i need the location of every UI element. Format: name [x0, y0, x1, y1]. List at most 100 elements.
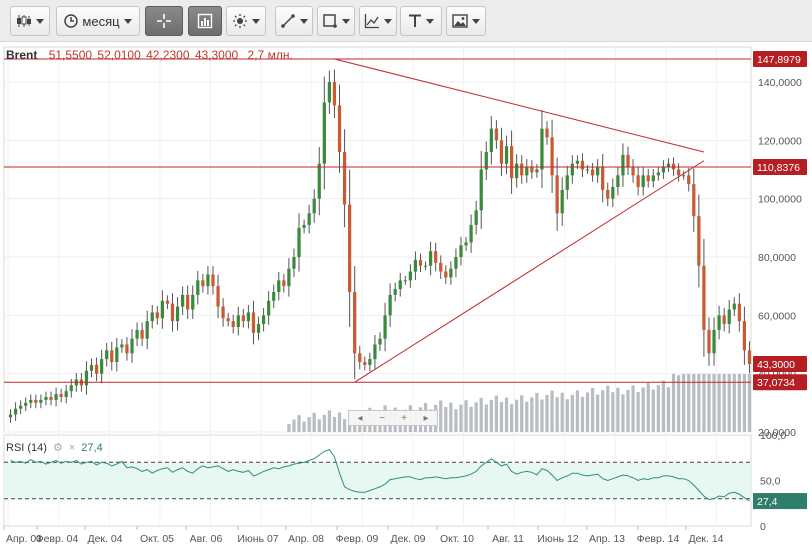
scroll-left-icon[interactable]: ◂	[357, 412, 363, 424]
volume-bar	[747, 374, 752, 432]
indicator-button[interactable]	[359, 6, 397, 36]
rsi-band	[4, 461, 751, 500]
candle-body	[226, 318, 230, 322]
volume-bar	[555, 397, 559, 432]
volume-bar	[550, 390, 554, 432]
candle-body	[337, 105, 342, 152]
candle-body	[236, 315, 240, 327]
candle-body	[196, 280, 200, 295]
candle-body	[469, 224, 473, 243]
candle-body	[737, 303, 741, 322]
period-select[interactable]: месяц	[56, 6, 140, 36]
candle-body	[606, 189, 610, 199]
candle-body	[398, 280, 402, 290]
candle-body	[211, 274, 215, 287]
candle-body	[145, 321, 149, 339]
candle-body	[388, 294, 392, 316]
volume-bar	[302, 421, 306, 432]
trend-lines[interactable]	[334, 58, 705, 383]
candle-body	[206, 274, 210, 287]
close-icon[interactable]: ×	[68, 441, 76, 454]
candle-body	[216, 286, 220, 307]
candle-body	[687, 175, 691, 185]
candle-body	[651, 175, 655, 182]
chevron-down-icon	[426, 18, 434, 24]
candle-body	[621, 154, 625, 176]
line-tool-button[interactable]	[275, 6, 313, 36]
price-tag	[753, 50, 807, 67]
candle-body	[616, 175, 620, 187]
volume-bar	[540, 399, 544, 432]
clock-icon	[64, 14, 79, 28]
volume-bar	[641, 387, 645, 432]
text-tool-button[interactable]	[400, 6, 442, 36]
candle-body	[499, 140, 504, 164]
candle-body	[661, 166, 666, 173]
zoom-in-icon[interactable]: +	[401, 412, 407, 424]
indicator-icon	[364, 14, 379, 29]
gear-icon[interactable]: ⚙	[52, 442, 63, 454]
candle-body	[525, 166, 529, 176]
volume-bar	[525, 401, 529, 432]
chart-view-button[interactable]	[188, 6, 222, 36]
horizontal-lines[interactable]	[4, 58, 751, 383]
price-pane	[3, 46, 752, 433]
volume-bar	[504, 397, 509, 432]
candle-body	[69, 385, 73, 392]
candle-body	[241, 315, 245, 322]
volume-bar	[317, 419, 321, 432]
candle-body	[515, 163, 519, 179]
zoom-out-icon[interactable]: −	[379, 412, 385, 424]
rsi-tick-label: 100,0	[760, 430, 786, 442]
candle-body	[170, 303, 175, 322]
candles-icon	[17, 15, 31, 27]
scroll-right-icon[interactable]: ▸	[423, 412, 429, 424]
volume-bar	[697, 374, 701, 432]
rsi-axis: 100,0 50,0 0	[760, 430, 786, 533]
candle-body	[332, 82, 337, 106]
volume-bar	[565, 399, 569, 432]
chart-type-button[interactable]	[10, 6, 50, 36]
crosshair-icon	[157, 14, 171, 28]
volume-bar	[692, 374, 696, 432]
crosshair-button[interactable]	[145, 6, 183, 36]
candle-body	[418, 259, 423, 266]
x-tick-label: Окт. 05	[140, 533, 174, 545]
theme-button[interactable]	[226, 6, 266, 36]
chevron-down-icon	[472, 18, 480, 24]
chart-navigator[interactable]: ◂ − + ▸	[348, 410, 438, 426]
rsi-tag	[753, 493, 807, 510]
price-chart[interactable]: 140,0000120,0000100,000080,000060,000040…	[0, 42, 812, 548]
candle-body	[34, 399, 38, 403]
volume-bar	[616, 387, 620, 432]
candle-body	[130, 338, 134, 354]
candle-body	[484, 152, 488, 170]
candle-body	[434, 251, 438, 263]
volume-bar	[484, 404, 488, 432]
candle-body	[322, 102, 326, 164]
price-tick-label: 80,0000	[758, 252, 796, 264]
volume-bar	[459, 404, 463, 432]
candle-body	[231, 321, 235, 327]
volume-bar	[636, 391, 640, 432]
toolbar: месяц	[0, 0, 812, 42]
candle-body	[646, 175, 650, 182]
volume-bar	[494, 395, 499, 432]
candle-body	[474, 210, 478, 225]
shape-tool-button[interactable]	[317, 6, 355, 36]
price-tag-label: 43,3000	[757, 359, 795, 371]
volume-bar	[631, 385, 635, 432]
price-tags: 147,8979 110,8376 43,3000 37,0734 27,4	[753, 50, 807, 510]
rsi-line	[10, 449, 750, 502]
candle-body	[175, 306, 180, 322]
candle-body	[449, 268, 453, 278]
candle-body	[702, 265, 706, 330]
image-button[interactable]	[446, 6, 486, 36]
volume-bar	[585, 392, 590, 432]
candle-body	[186, 294, 190, 310]
candle-body	[676, 169, 681, 176]
candle-body	[317, 163, 321, 199]
x-tick-label: Авг. 11	[492, 533, 524, 545]
candle-body	[44, 397, 48, 400]
